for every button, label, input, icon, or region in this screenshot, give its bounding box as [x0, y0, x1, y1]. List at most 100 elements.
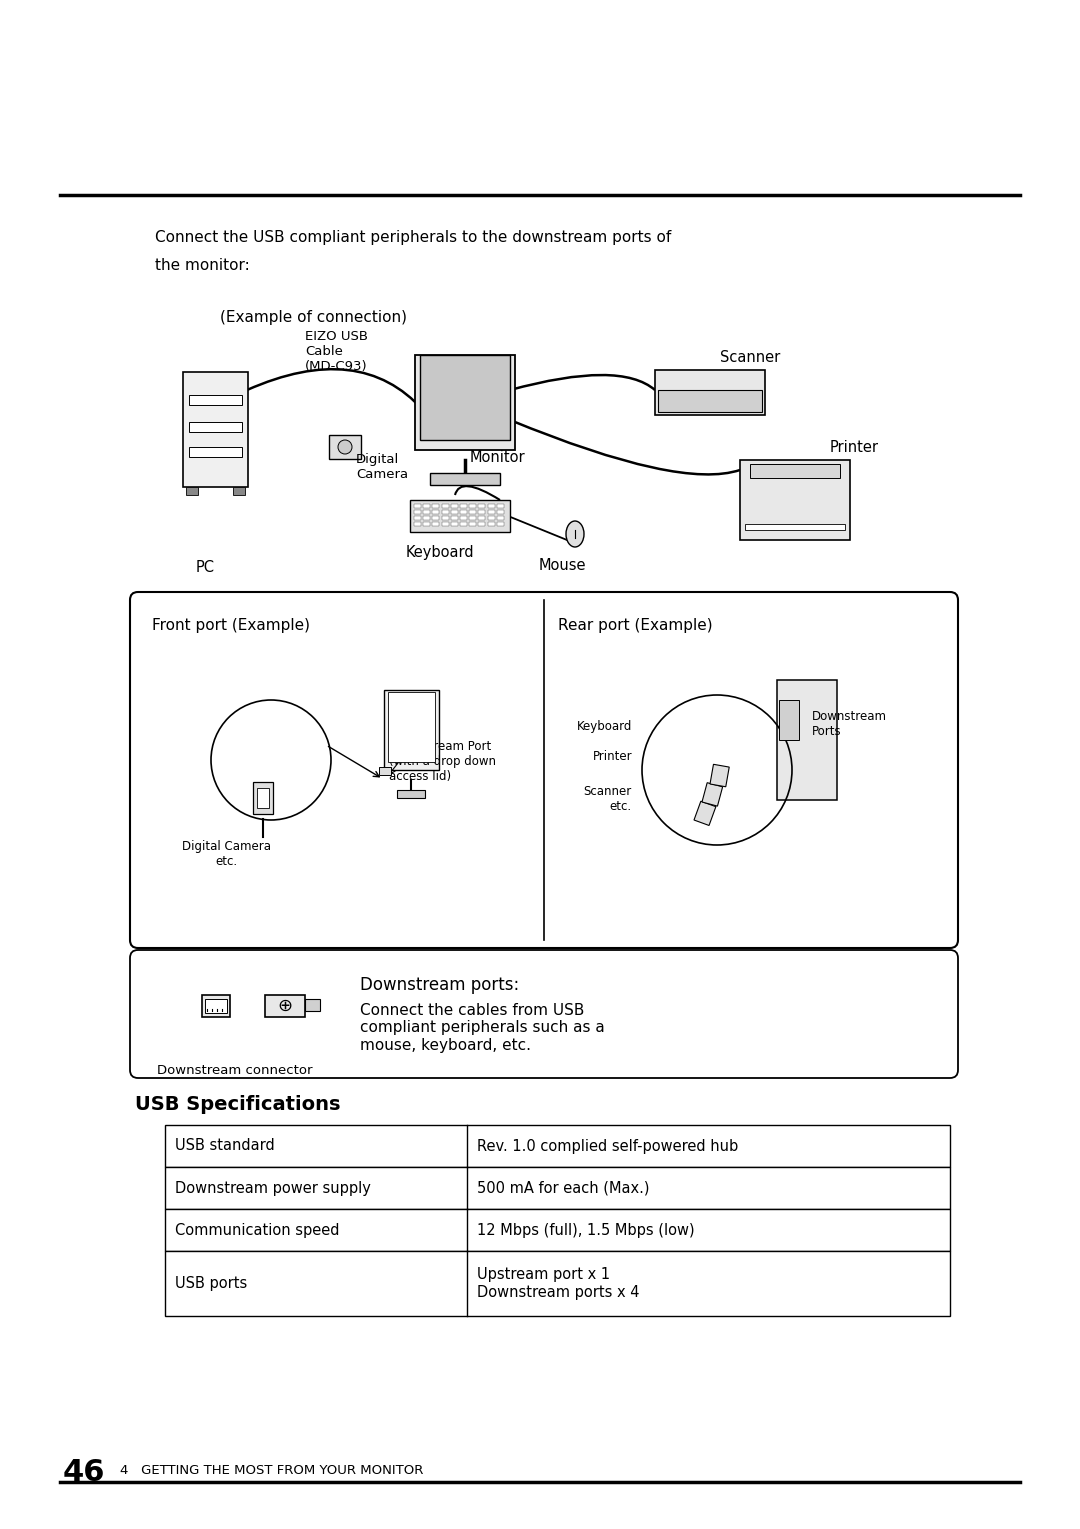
- Bar: [423, 505, 430, 508]
- Bar: [397, 790, 426, 798]
- Bar: [183, 372, 248, 488]
- Bar: [487, 505, 495, 508]
- Text: (Example of connection): (Example of connection): [220, 310, 407, 326]
- Bar: [414, 511, 421, 514]
- Bar: [469, 505, 476, 508]
- Text: PC: PC: [195, 560, 215, 575]
- Text: Printer: Printer: [592, 751, 632, 763]
- Bar: [497, 521, 503, 526]
- Bar: [460, 521, 467, 526]
- Bar: [442, 505, 448, 508]
- Bar: [233, 488, 245, 495]
- Text: Keyboard: Keyboard: [406, 544, 474, 560]
- Bar: [487, 511, 495, 514]
- Bar: [423, 515, 430, 520]
- Text: USB Specifications: USB Specifications: [135, 1095, 340, 1115]
- Bar: [654, 370, 765, 414]
- Bar: [478, 505, 485, 508]
- Text: 12 Mbps (full), 1.5 Mbps (low): 12 Mbps (full), 1.5 Mbps (low): [477, 1223, 694, 1237]
- Bar: [410, 500, 510, 532]
- Bar: [202, 995, 230, 1017]
- Text: Front port (Example): Front port (Example): [152, 618, 310, 633]
- Bar: [779, 700, 799, 740]
- Bar: [432, 515, 440, 520]
- Text: Downstream ports:: Downstream ports:: [360, 976, 519, 994]
- Text: 500 mA for each (Max.): 500 mA for each (Max.): [477, 1180, 650, 1196]
- Text: Downstream connector: Downstream connector: [158, 1064, 313, 1076]
- Text: Connect the cables from USB
compliant peripherals such as a
mouse, keyboard, etc: Connect the cables from USB compliant pe…: [360, 1003, 605, 1053]
- Bar: [478, 515, 485, 520]
- FancyBboxPatch shape: [130, 950, 958, 1078]
- Bar: [497, 511, 503, 514]
- Bar: [432, 521, 440, 526]
- Text: USB ports: USB ports: [175, 1277, 247, 1290]
- Bar: [497, 505, 503, 508]
- Text: Downstream
Ports: Downstream Ports: [812, 709, 887, 739]
- Bar: [165, 1209, 950, 1251]
- Bar: [189, 422, 242, 433]
- Bar: [414, 521, 421, 526]
- Bar: [432, 505, 440, 508]
- Bar: [745, 524, 845, 531]
- Bar: [415, 355, 515, 450]
- Text: 46: 46: [63, 1459, 106, 1488]
- Bar: [460, 511, 467, 514]
- Text: USB standard: USB standard: [175, 1139, 274, 1153]
- Text: Connect the USB compliant peripherals to the downstream ports of: Connect the USB compliant peripherals to…: [156, 229, 672, 245]
- FancyBboxPatch shape: [130, 592, 958, 948]
- Text: Scanner
etc.: Scanner etc.: [584, 784, 632, 813]
- Text: Mouse: Mouse: [538, 558, 585, 573]
- Bar: [450, 511, 458, 514]
- Bar: [253, 781, 273, 813]
- Bar: [442, 521, 448, 526]
- Bar: [414, 505, 421, 508]
- Text: Printer: Printer: [831, 440, 879, 456]
- Bar: [420, 355, 510, 440]
- Bar: [450, 505, 458, 508]
- Text: EIZO USB
Cable
(MD-C93): EIZO USB Cable (MD-C93): [305, 330, 368, 373]
- Bar: [694, 801, 716, 826]
- Bar: [305, 998, 320, 1011]
- Bar: [442, 511, 448, 514]
- Bar: [165, 1251, 950, 1316]
- Bar: [165, 1167, 950, 1209]
- Text: Digital
Camera: Digital Camera: [356, 453, 408, 482]
- Bar: [450, 515, 458, 520]
- Bar: [189, 394, 242, 405]
- Bar: [710, 764, 729, 787]
- Text: ⊕: ⊕: [278, 997, 293, 1015]
- Text: the monitor:: the monitor:: [156, 258, 249, 274]
- Bar: [740, 460, 850, 540]
- Bar: [478, 511, 485, 514]
- Bar: [432, 511, 440, 514]
- Bar: [205, 998, 227, 1014]
- Bar: [414, 515, 421, 520]
- Bar: [329, 434, 361, 459]
- Text: 4   GETTING THE MOST FROM YOUR MONITOR: 4 GETTING THE MOST FROM YOUR MONITOR: [120, 1463, 423, 1477]
- Bar: [384, 690, 438, 771]
- Text: Rear port (Example): Rear port (Example): [558, 618, 713, 633]
- Text: Communication speed: Communication speed: [175, 1223, 339, 1237]
- Bar: [658, 390, 762, 411]
- Text: Downstream Port
(with a drop down
access lid): Downstream Port (with a drop down access…: [389, 740, 496, 783]
- Bar: [189, 446, 242, 457]
- Text: Monitor: Monitor: [470, 450, 526, 465]
- Bar: [186, 488, 198, 495]
- Bar: [423, 511, 430, 514]
- Bar: [478, 521, 485, 526]
- Bar: [750, 463, 840, 479]
- Ellipse shape: [566, 521, 584, 547]
- Text: Upstream port x 1
Downstream ports x 4: Upstream port x 1 Downstream ports x 4: [477, 1268, 639, 1300]
- Bar: [265, 995, 305, 1017]
- Bar: [487, 521, 495, 526]
- Bar: [460, 515, 467, 520]
- Bar: [257, 787, 269, 807]
- Bar: [460, 505, 467, 508]
- Circle shape: [338, 440, 352, 454]
- Text: Downstream power supply: Downstream power supply: [175, 1180, 370, 1196]
- Bar: [702, 783, 723, 806]
- Text: Rev. 1.0 complied self-powered hub: Rev. 1.0 complied self-powered hub: [477, 1139, 739, 1153]
- Bar: [423, 521, 430, 526]
- Bar: [777, 680, 837, 800]
- Text: Keyboard: Keyboard: [577, 720, 632, 732]
